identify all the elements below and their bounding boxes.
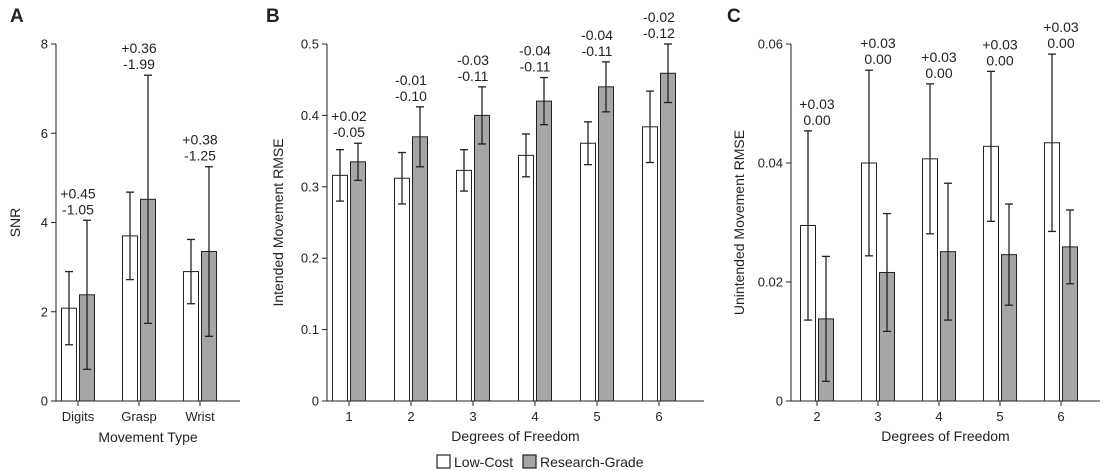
y-tick-label: 0.02 bbox=[758, 275, 783, 290]
annotation-lower: 0.00 bbox=[1047, 35, 1074, 51]
annotation-upper: +0.45 bbox=[60, 185, 96, 201]
y-tick-label: 0.1 bbox=[301, 322, 319, 337]
x-tick-label: 2 bbox=[407, 409, 414, 424]
bar-low-cost bbox=[518, 154, 534, 402]
y-tick-label: 0.06 bbox=[758, 37, 783, 52]
panel-c: C 0 0.02 0.04 0.06 Unintended Movement RMSE De… bbox=[727, 6, 1100, 444]
y-tick-label: 6 bbox=[41, 126, 48, 141]
bar-research-grade bbox=[660, 72, 676, 402]
annotation-upper: +0.38 bbox=[182, 132, 218, 148]
annotation-upper: +0.03 bbox=[799, 96, 835, 112]
annotation-lower: -0.05 bbox=[333, 124, 365, 140]
y-tick-label: 0 bbox=[312, 394, 319, 409]
bar-low-cost bbox=[394, 177, 410, 402]
x-tick-label: 3 bbox=[469, 409, 476, 424]
bar-low-cost bbox=[642, 126, 658, 402]
panel-letter: C bbox=[727, 6, 741, 27]
annotation-lower: 0.00 bbox=[864, 51, 891, 67]
legend-label-low-cost: Low-Cost bbox=[454, 454, 513, 470]
y-tick-label: 2 bbox=[41, 304, 48, 319]
bar-research-grade bbox=[412, 136, 428, 402]
bar-research-grade bbox=[474, 114, 490, 402]
y-tick-label: 0 bbox=[41, 394, 48, 409]
annotation-lower: -1.25 bbox=[184, 148, 216, 164]
y-axis-label: Intended Movement RMSE bbox=[270, 138, 286, 306]
annotation-upper: +0.03 bbox=[982, 36, 1018, 52]
x-tick-label: 4 bbox=[935, 409, 942, 424]
panel-b: B 0 0.1 0.2 0.3 0.4 0.5 Intended Movement RMSE D… bbox=[266, 6, 704, 444]
y-tick-label: 0.3 bbox=[301, 179, 319, 194]
annotation-lower: -1.99 bbox=[123, 56, 155, 72]
annotation-upper: -0.02 bbox=[643, 9, 675, 25]
annotation-lower: -0.10 bbox=[395, 88, 427, 104]
x-tick-label: Digits bbox=[62, 409, 95, 424]
legend-swatch-research-grade bbox=[522, 454, 537, 469]
y-tick-label: 4 bbox=[41, 215, 48, 230]
y-tick-label: 0.4 bbox=[301, 108, 319, 123]
annotation-lower: 0.00 bbox=[803, 112, 830, 128]
x-tick-label: 1 bbox=[345, 409, 352, 424]
bar-low-cost bbox=[332, 174, 348, 402]
x-axis-label: Degrees of Freedom bbox=[881, 428, 1009, 444]
bar-research-grade bbox=[536, 100, 552, 402]
x-tick-label: 5 bbox=[593, 409, 600, 424]
annotation-upper: -0.04 bbox=[519, 43, 551, 59]
annotation-lower: -0.11 bbox=[458, 68, 489, 84]
bar-low-cost bbox=[456, 169, 472, 402]
x-axis-label: Degrees of Freedom bbox=[451, 428, 579, 444]
y-tick-label: 8 bbox=[41, 37, 48, 52]
annotation-upper: +0.03 bbox=[860, 35, 896, 51]
annotation-lower: -0.12 bbox=[643, 25, 675, 41]
x-tick-label: 2 bbox=[813, 409, 820, 424]
x-tick-label: Wrist bbox=[185, 409, 215, 424]
annotation-lower: -0.11 bbox=[582, 43, 613, 59]
bar-low-cost bbox=[580, 142, 596, 402]
annotation-lower: -0.11 bbox=[520, 59, 551, 75]
bar-research-grade bbox=[598, 86, 614, 402]
panel-letter: B bbox=[266, 6, 280, 27]
y-tick-label: 0.5 bbox=[301, 37, 319, 52]
y-tick-label: 0.2 bbox=[301, 251, 319, 266]
y-axis-label: SNR bbox=[7, 208, 23, 238]
legend-swatch-low-cost bbox=[436, 454, 451, 469]
annotation-upper: +0.02 bbox=[331, 108, 367, 124]
annotation-upper: +0.03 bbox=[1043, 19, 1079, 35]
x-tick-label: 6 bbox=[655, 409, 662, 424]
annotation-upper: +0.03 bbox=[921, 49, 957, 65]
x-tick-label: 4 bbox=[531, 409, 538, 424]
x-tick-label: Grasp bbox=[121, 409, 156, 424]
annotation-upper: -0.04 bbox=[581, 27, 613, 43]
y-tick-label: 0 bbox=[776, 394, 783, 409]
annotation-lower: 0.00 bbox=[986, 52, 1013, 68]
annotation-upper: -0.01 bbox=[395, 72, 427, 88]
x-axis-label: Movement Type bbox=[98, 429, 198, 445]
y-axis-label: Unintended Movement RMSE bbox=[731, 130, 747, 315]
x-tick-label: 6 bbox=[1057, 409, 1064, 424]
y-tick-label: 0.04 bbox=[758, 156, 783, 171]
annotation-lower: 0.00 bbox=[925, 65, 952, 81]
annotation-upper: -0.03 bbox=[457, 52, 489, 68]
x-tick-label: 3 bbox=[874, 409, 881, 424]
annotation-upper: +0.36 bbox=[121, 40, 157, 56]
annotation-lower: -1.05 bbox=[62, 201, 94, 217]
x-tick-label: 5 bbox=[996, 409, 1003, 424]
bar-research-grade bbox=[350, 161, 366, 402]
legend: Low-Cost Research-Grade bbox=[436, 454, 644, 470]
legend-label-research-grade: Research-Grade bbox=[540, 454, 644, 470]
panel-letter: A bbox=[10, 6, 24, 27]
